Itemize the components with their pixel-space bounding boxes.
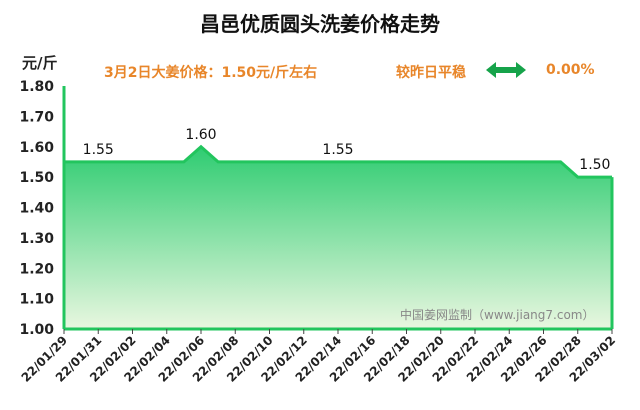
y-tick-label: 1.00 [19, 322, 54, 338]
series-line [64, 144, 612, 179]
compare-value: 0.00% [546, 62, 595, 78]
double-arrow-icon [486, 62, 526, 78]
data-label: 1.50 [579, 157, 610, 173]
chart-title: 昌邑优质圆头洗姜价格走势 [200, 12, 440, 36]
y-tick-label: 1.30 [19, 231, 54, 247]
y-tick-label: 1.40 [19, 201, 54, 217]
y-axis-unit: 元/斤 [22, 54, 58, 72]
data-label: 1.55 [322, 142, 353, 158]
y-tick-label: 1.50 [19, 170, 54, 186]
y-tick-label: 1.80 [19, 79, 54, 95]
y-tick-label: 1.10 [19, 292, 54, 308]
price-note: 3月2日大姜价格：1.50元/斤左右 [104, 65, 318, 81]
watermark: 中国姜网监制（www.jiang7.com） [400, 308, 595, 322]
data-label: 1.55 [83, 142, 114, 158]
y-tick-label: 1.70 [19, 109, 54, 125]
y-tick-label: 1.20 [19, 261, 54, 277]
y-tick-label: 1.60 [19, 140, 54, 156]
compare-label: 较昨日平稳 [396, 65, 466, 81]
data-label: 1.60 [185, 127, 216, 143]
series-area [64, 146, 612, 329]
